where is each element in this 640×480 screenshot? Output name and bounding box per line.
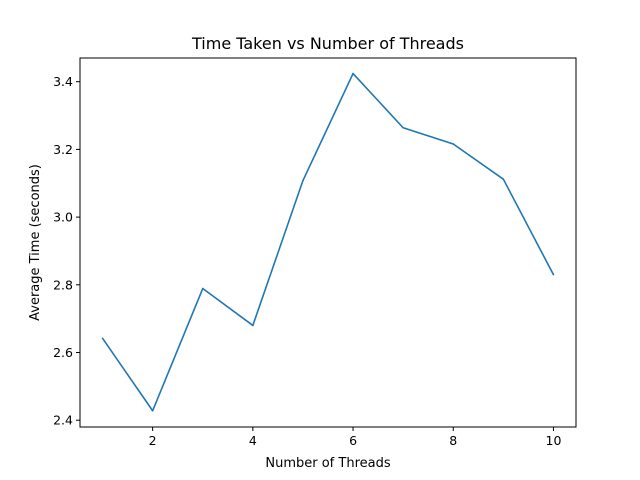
y-tick-label: 2.6 — [53, 345, 73, 360]
y-axis-label: Average Time (seconds) — [28, 164, 43, 321]
x-tick-label: 2 — [149, 433, 157, 448]
data-point — [252, 324, 254, 327]
x-axis-label: Number of Threads — [265, 456, 390, 471]
x-tick-label: 4 — [249, 433, 257, 448]
data-point — [352, 72, 354, 75]
y-tick-label: 2.4 — [53, 413, 73, 428]
data-point — [452, 143, 455, 145]
y-axis: 2.4 2.6 2.8 3.0 3.2 3.4 — [53, 74, 80, 428]
x-tick-label: 10 — [546, 433, 562, 448]
y-tick-label: 3.2 — [53, 142, 73, 157]
x-tick-label: 6 — [349, 433, 357, 448]
y-tick-label: 2.8 — [53, 277, 73, 292]
data-point — [151, 409, 154, 412]
data-point — [101, 337, 104, 340]
x-tick-label: 8 — [449, 433, 457, 448]
series-line-0 — [101, 72, 555, 412]
chart-title: Time Taken vs Number of Threads — [191, 34, 464, 53]
data-point — [402, 126, 404, 129]
x-axis: 2 4 6 8 10 — [149, 427, 562, 448]
data-point — [302, 179, 304, 182]
data-point — [552, 273, 555, 276]
plot-area — [101, 72, 555, 412]
y-tick-label: 3.4 — [53, 74, 73, 89]
data-point — [201, 287, 204, 290]
data-point — [502, 178, 505, 180]
y-tick-label: 3.0 — [53, 210, 73, 225]
axes-frame — [79, 57, 577, 428]
